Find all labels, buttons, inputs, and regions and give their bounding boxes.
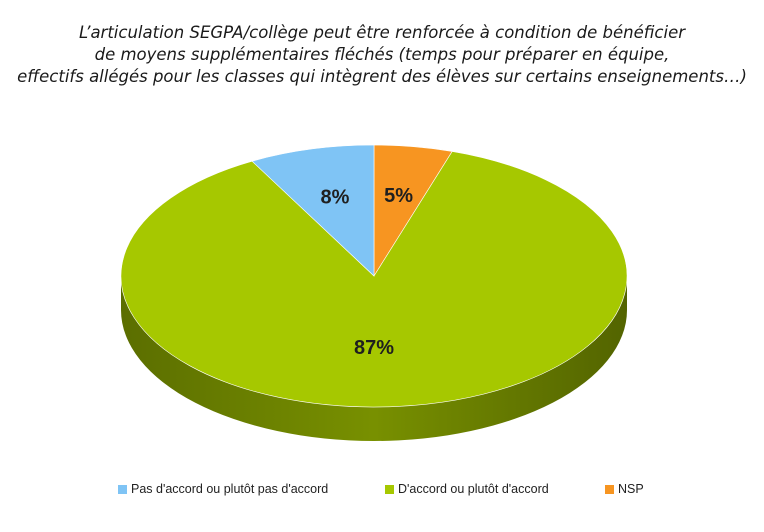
chart-title: L’articulation SEGPA/collège peut être r… — [0, 22, 764, 88]
pie-labels: 5% 87% 8% — [321, 185, 414, 359]
legend-label-pas-d-accord: Pas d'accord ou plutôt pas d'accord — [131, 482, 329, 496]
pie-side-1 — [121, 276, 627, 441]
pie-slices — [120, 144, 628, 408]
pie-label-1: 87% — [354, 337, 394, 359]
legend-swatch-nsp — [605, 484, 614, 494]
pie-slice-0 — [251, 144, 375, 277]
pie-label-2: 5% — [384, 185, 413, 207]
legend-item-d-accord: D'accord ou plutôt d'accord — [385, 482, 549, 496]
legend-item-nsp: NSP — [605, 482, 644, 496]
legend-swatch-pas-d-accord — [118, 484, 127, 494]
legend-item-pas-d-accord: Pas d'accord ou plutôt pas d'accord — [118, 482, 328, 496]
legend: Pas d'accord ou plutôt pas d'accord D'ac… — [0, 482, 764, 500]
pie-slice-1 — [120, 151, 628, 408]
legend-label-nsp: NSP — [618, 482, 644, 496]
chart-title-line-3: effectifs allégés pour les classes qui i… — [17, 67, 747, 86]
legend-swatch-d-accord — [385, 484, 394, 494]
legend-label-d-accord: D'accord ou plutôt d'accord — [398, 482, 549, 496]
pie-3d-sides — [121, 276, 627, 441]
chart-title-line-1: L’articulation SEGPA/collège peut être r… — [78, 23, 686, 42]
pie-label-0: 8% — [321, 186, 350, 208]
chart-title-line-2: de moyens supplémentaires fléchés (temps… — [94, 45, 670, 64]
